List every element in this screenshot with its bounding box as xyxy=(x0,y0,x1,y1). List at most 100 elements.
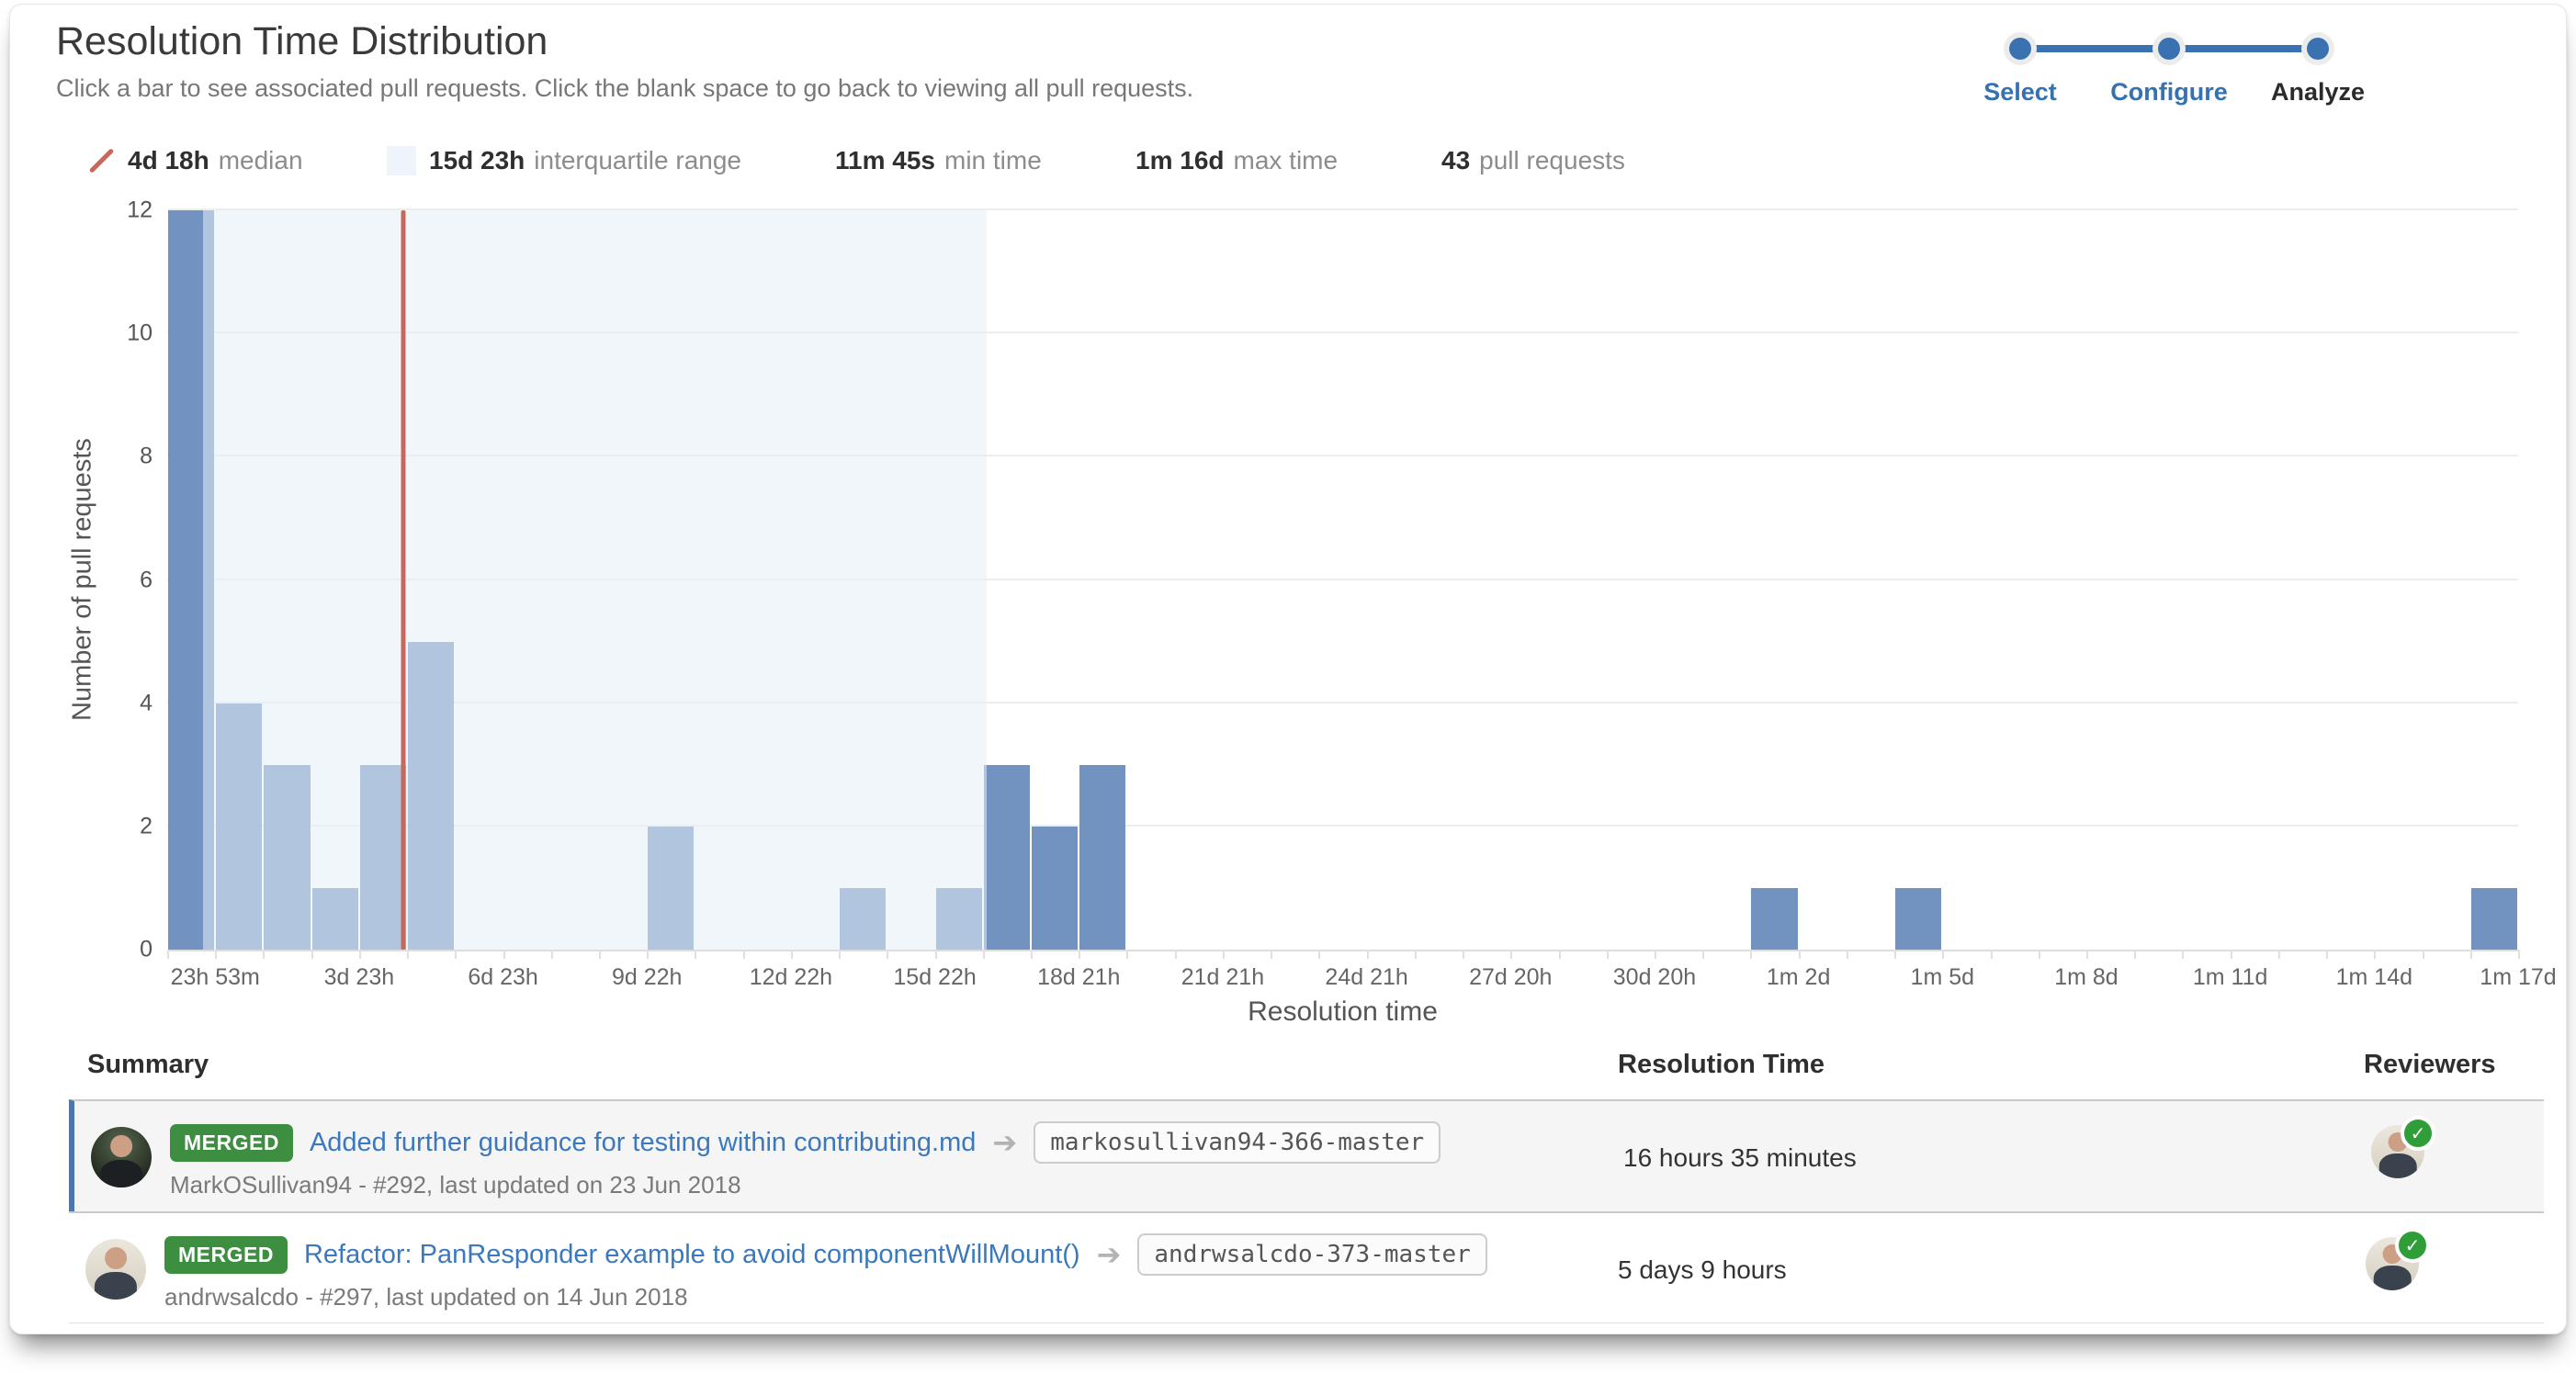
x-axis-tick xyxy=(790,950,793,959)
column-header-summary: Summary xyxy=(87,1050,209,1079)
step-dot-analyze xyxy=(2307,38,2329,60)
x-axis-tick xyxy=(1846,950,1848,959)
x-axis-tick xyxy=(1702,950,1705,959)
x-axis-tick xyxy=(647,950,650,959)
x-axis-tick xyxy=(1031,950,1034,959)
x-axis-tick xyxy=(2326,950,2329,959)
x-axis-tick xyxy=(2469,950,2472,959)
median-marker-line xyxy=(401,210,406,950)
x-axis-tick xyxy=(2085,950,2088,959)
gridline xyxy=(167,455,2518,457)
x-tick-label: 23h 53m xyxy=(170,964,260,990)
x-axis-tick xyxy=(839,950,842,959)
histogram-bar[interactable] xyxy=(2470,887,2517,950)
approved-check-icon: ✓ xyxy=(2401,1116,2435,1151)
x-axis-tick xyxy=(407,950,410,959)
x-tick-label: 18d 21h xyxy=(1037,964,1121,990)
x-axis-tick xyxy=(1126,950,1129,959)
x-axis-tick xyxy=(1750,950,1753,959)
histogram-bar[interactable] xyxy=(1079,764,1126,950)
stat-min-time: 11m 45s min time xyxy=(835,142,1042,179)
status-badge: MERGED xyxy=(170,1123,293,1162)
stat-median: 4d 18h median xyxy=(87,142,303,179)
pr-title-link[interactable]: Refactor: PanResponder example to avoid … xyxy=(303,1239,1080,1269)
table-row[interactable]: MERGED Added further guidance for testin… xyxy=(69,1099,2544,1211)
x-axis-tick xyxy=(2374,950,2377,959)
x-axis-tick xyxy=(1654,950,1656,959)
x-tick-label: 9d 22h xyxy=(612,964,683,990)
gridline xyxy=(167,208,2518,210)
stat-max-time: 1m 16d max time xyxy=(1135,142,1338,179)
x-axis-tick xyxy=(1318,950,1321,959)
x-axis-tick xyxy=(2518,950,2520,959)
x-axis-tick xyxy=(695,950,697,959)
step-label-configure[interactable]: Configure xyxy=(2110,78,2228,106)
page-title: Resolution Time Distribution xyxy=(56,19,548,63)
resolution-time-value: 16 hours 35 minutes xyxy=(1623,1143,1857,1172)
y-tick-label: 10 xyxy=(127,320,153,346)
x-axis-tick xyxy=(934,950,937,959)
step-dot-select[interactable] xyxy=(2009,38,2031,60)
x-axis-tick xyxy=(887,950,889,959)
stat-median-value: 4d 18h xyxy=(128,146,209,174)
histogram-bar[interactable] xyxy=(983,764,1031,950)
x-axis-tick xyxy=(982,950,985,959)
page-subtitle: Click a bar to see associated pull reque… xyxy=(56,74,1194,102)
x-axis-tick xyxy=(503,950,505,959)
x-tick-label: 3d 23h xyxy=(323,964,395,990)
approved-check-icon: ✓ xyxy=(2395,1228,2430,1263)
x-axis-tick xyxy=(1222,950,1225,959)
x-tick-label: 1m 14d xyxy=(2335,964,2413,990)
x-tick-label: 1m 8d xyxy=(2054,964,2118,990)
stat-max-label: max time xyxy=(1233,146,1339,174)
x-axis-tick xyxy=(1271,950,1273,959)
step-dot-configure[interactable] xyxy=(2158,38,2180,60)
x-axis-tick xyxy=(2134,950,2137,959)
pr-title-link[interactable]: Added further guidance for testing withi… xyxy=(309,1127,977,1157)
y-tick-label: 6 xyxy=(140,567,153,592)
x-tick-label: 30d 20h xyxy=(1612,964,1697,990)
stat-iqr: 15d 23h interquartile range xyxy=(387,142,741,179)
x-axis-tick xyxy=(742,950,745,959)
x-tick-label: 27d 20h xyxy=(1469,964,1553,990)
x-axis-tick xyxy=(550,950,553,959)
gridline xyxy=(167,332,2518,334)
table-row[interactable]: MERGED Refactor: PanResponder example to… xyxy=(69,1211,2544,1323)
x-tick-label: 1m 11d xyxy=(2192,964,2268,990)
x-axis-tick xyxy=(1174,950,1177,959)
y-tick-label: 4 xyxy=(140,690,153,716)
pull-request-table: Summary Resolution Time Reviewers MERGED… xyxy=(69,1041,2544,1323)
stat-min-label: min time xyxy=(944,146,1042,174)
x-tick-label: 1m 5d xyxy=(1910,964,1975,990)
x-axis-tick xyxy=(1414,950,1417,959)
x-axis-tick xyxy=(1366,950,1369,959)
x-axis-tick xyxy=(1606,950,1609,959)
column-header-reviewers: Reviewers xyxy=(2364,1050,2496,1079)
x-axis-tick xyxy=(1798,950,1801,959)
branch-chip: andrwsalcdo-373-master xyxy=(1137,1233,1487,1276)
author-avatar xyxy=(85,1239,146,1300)
x-tick-label: 1m 17d xyxy=(2480,964,2557,990)
gridline xyxy=(167,824,2518,827)
x-axis-tick xyxy=(1558,950,1561,959)
step-label-analyze: Analyze xyxy=(2270,78,2366,106)
reviewer[interactable]: ✓ xyxy=(2366,1228,2430,1290)
histogram-bar[interactable] xyxy=(1032,826,1079,950)
x-axis-tick xyxy=(2182,950,2185,959)
stat-iqr-value: 15d 23h xyxy=(429,146,525,174)
x-axis-tick xyxy=(1463,950,1465,959)
stat-count-label: pull requests xyxy=(1479,146,1625,174)
histogram-bar[interactable] xyxy=(1895,887,1942,950)
histogram-bar[interactable] xyxy=(1751,887,1798,950)
analysis-card: Resolution Time Distribution Click a bar… xyxy=(9,4,2567,1334)
stat-iqr-label: interquartile range xyxy=(534,146,741,174)
gridline xyxy=(167,578,2518,580)
stat-count-value: 43 xyxy=(1441,146,1471,174)
reviewer[interactable]: ✓ xyxy=(2371,1116,2435,1178)
pr-meta: MarkOSullivan94 - #292, last updated on … xyxy=(170,1171,741,1199)
wizard-stepper: Select Configure Analyze xyxy=(1965,27,2388,115)
x-axis-title: Resolution time xyxy=(1248,996,1438,1027)
step-label-select[interactable]: Select xyxy=(1983,78,2057,106)
plot-area[interactable]: 0 2 4 6 8 10 12 23h 53m 3d 23h 6d 23h 9d 22h 12d 22… xyxy=(127,197,2557,991)
stat-median-label: median xyxy=(218,146,303,174)
